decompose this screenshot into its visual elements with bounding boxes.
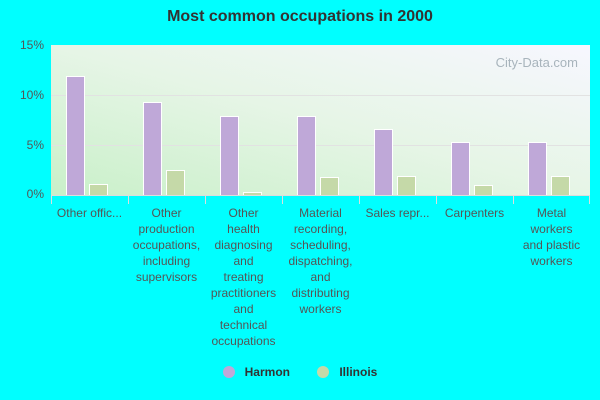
bar-illinois[interactable] — [397, 176, 416, 195]
x-tick-mark — [282, 195, 283, 204]
bar-harmon[interactable] — [66, 76, 85, 195]
legend-label-illinois: Illinois — [339, 365, 378, 379]
x-category-label: Other offic... — [56, 206, 123, 220]
bar-harmon[interactable] — [451, 142, 470, 195]
x-category-label: Other production occupations, including … — [132, 206, 201, 284]
x-tick-mark — [359, 195, 360, 204]
x-category-label: Other health diagnosing and treating pra… — [210, 206, 277, 348]
gridline-5 — [51, 145, 590, 146]
bar-illinois[interactable] — [166, 170, 185, 195]
x-category-label: Sales repr... — [365, 206, 430, 220]
bar-illinois[interactable] — [551, 176, 570, 195]
x-tick-mark — [205, 195, 206, 204]
x-tick-mark — [436, 195, 437, 204]
legend-item-harmon[interactable]: Harmon — [222, 365, 290, 379]
y-tick-5: 5% — [26, 138, 44, 152]
x-axis — [51, 195, 590, 196]
x-category-label: Material recording, scheduling, dispatch… — [288, 206, 353, 316]
bar-harmon[interactable] — [374, 129, 393, 195]
x-tick-mark — [589, 195, 590, 204]
bar-illinois[interactable] — [474, 185, 493, 195]
x-tick-mark — [51, 195, 52, 204]
legend-label-harmon: Harmon — [244, 365, 290, 379]
y-tick-0: 0% — [26, 187, 44, 201]
legend-item-illinois[interactable]: Illinois — [317, 365, 377, 379]
x-tick-mark — [513, 195, 514, 204]
bar-harmon[interactable] — [220, 116, 239, 195]
x-category-label: Metal workers and plastic workers — [522, 206, 581, 268]
bar-illinois[interactable] — [320, 177, 339, 195]
y-tick-15: 15% — [19, 38, 44, 52]
x-tick-mark — [128, 195, 129, 204]
chart-title: Most common occupations in 2000 — [167, 8, 433, 25]
plot-area: City-Data.com — [51, 45, 590, 195]
bar-harmon[interactable] — [528, 142, 547, 195]
harmon-swatch-icon — [222, 366, 235, 378]
y-tick-10: 10% — [19, 88, 44, 102]
watermark: City-Data.com — [495, 55, 578, 70]
bar-harmon[interactable] — [297, 116, 316, 195]
bar-illinois[interactable] — [89, 184, 108, 195]
bar-harmon[interactable] — [143, 102, 162, 195]
illinois-swatch-icon — [317, 366, 330, 378]
legend: Harmon Illinois — [0, 365, 600, 381]
bar-illinois[interactable] — [243, 192, 262, 195]
x-category-label: Carpenters — [444, 206, 505, 220]
gridline-10 — [51, 95, 590, 96]
